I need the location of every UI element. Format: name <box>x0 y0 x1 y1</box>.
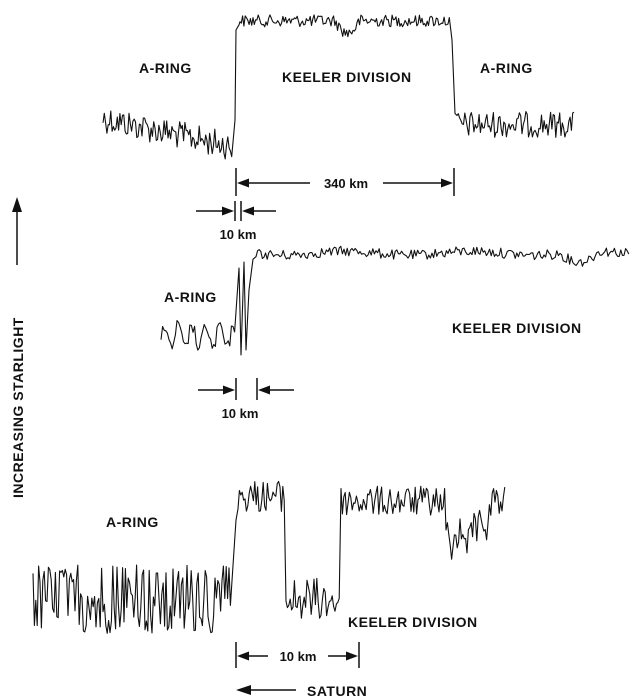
dim-arrowhead <box>237 651 249 661</box>
panel-3-label-left: A-RING <box>106 514 159 530</box>
dim-arrowhead <box>441 178 453 188</box>
panel-3-label-right: KEELER DIVISION <box>348 614 478 630</box>
dim-label: 10 km <box>280 649 317 664</box>
y-axis: INCREASING STARLIGHT <box>10 197 26 498</box>
panel-3: A-RING KEELER DIVISION 10 km <box>32 480 506 668</box>
dim-label: 10 km <box>220 227 257 242</box>
panel-1-label-middle: KEELER DIVISION <box>282 69 412 85</box>
dim-arrowhead <box>222 206 234 216</box>
panel-1-dimension-10km: 10 km <box>196 201 276 242</box>
panel-1: A-RING KEELER DIVISION A-RING 340 km 10 … <box>102 14 575 242</box>
saturn-direction: SATURN <box>236 683 367 699</box>
dim-label: 340 km <box>324 176 368 191</box>
dim-arrowhead <box>237 178 249 188</box>
dim-arrowhead <box>346 651 358 661</box>
panel-2-trace <box>160 245 630 356</box>
y-axis-label: INCREASING STARLIGHT <box>10 317 26 498</box>
dim-arrowhead <box>223 385 235 395</box>
panel-2: A-RING KEELER DIVISION 10 km <box>160 245 630 421</box>
panel-2-label-left: A-RING <box>164 289 217 305</box>
panel-1-label-left: A-RING <box>139 60 192 76</box>
panel-1-dimension-340km: 340 km <box>235 168 455 196</box>
dim-arrowhead <box>258 385 270 395</box>
saturn-label: SATURN <box>307 683 367 699</box>
dim-label: 10 km <box>222 406 259 421</box>
saturn-arrowhead <box>236 685 251 695</box>
panel-1-label-right: A-RING <box>480 60 533 76</box>
y-axis-arrowhead <box>12 197 22 212</box>
panel-1-trace <box>102 14 575 160</box>
panel-2-label-right: KEELER DIVISION <box>452 320 582 336</box>
panel-3-trace <box>32 480 506 634</box>
panel-3-dimension-10km: 10 km <box>235 642 360 668</box>
panel-2-dimension-10km: 10 km <box>198 378 294 421</box>
dim-arrowhead <box>242 206 254 216</box>
